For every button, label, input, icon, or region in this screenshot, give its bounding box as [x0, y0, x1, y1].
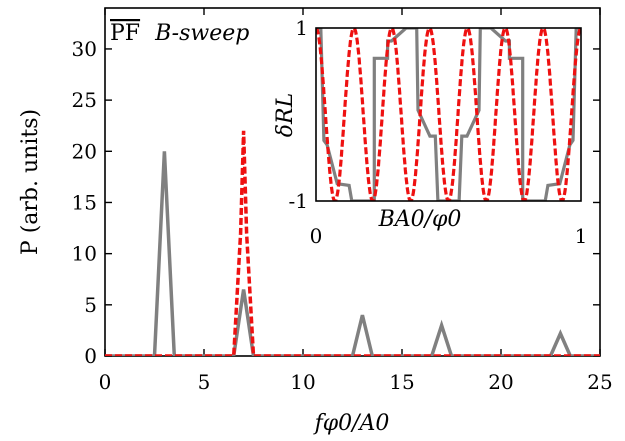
x-tick-label: 15	[389, 370, 414, 394]
annotation-overline: PF	[110, 21, 140, 46]
x-tick-label: 20	[488, 370, 513, 394]
inset-series-group	[316, 28, 581, 201]
inset-y-tick-label: 1	[295, 16, 308, 40]
y-axis-label: P (arb. units)	[18, 109, 43, 255]
inset-series-dashed-line	[316, 28, 581, 201]
main-series-group	[105, 130, 600, 356]
y-tick-label: 0	[84, 344, 97, 368]
inset-x-tick-label: 0	[310, 224, 323, 248]
x-tick-label: 0	[99, 370, 112, 394]
x-tick-label: 25	[587, 370, 612, 394]
inset-x-axis-label: BA0/φ0	[378, 207, 462, 232]
y-tick-label: 20	[72, 139, 97, 163]
y-tick-label: 5	[84, 293, 97, 317]
inset-axis-ticks: -1 1 0 1	[289, 16, 588, 248]
inset-plot-frame	[315, 27, 582, 202]
inset-x-tick-label: 1	[575, 224, 588, 248]
x-tick-label: 5	[198, 370, 211, 394]
inset-y-axis-label: δRL	[273, 93, 298, 137]
y-tick-label: 15	[72, 190, 97, 214]
x-axis-label: fφ0/A0	[313, 411, 390, 436]
y-tick-label: 10	[72, 242, 97, 266]
inset-background	[316, 28, 581, 201]
y-tick-label: 30	[72, 37, 97, 61]
x-tick-label: 10	[290, 370, 315, 394]
annotation-text: PF B-sweep	[110, 21, 249, 46]
annotation-rest: B-sweep	[154, 21, 249, 46]
series-solid-line	[105, 151, 600, 356]
series-dashed-line	[105, 130, 600, 356]
y-tick-label: 25	[72, 88, 97, 112]
inset-y-tick-label: -1	[289, 189, 308, 213]
